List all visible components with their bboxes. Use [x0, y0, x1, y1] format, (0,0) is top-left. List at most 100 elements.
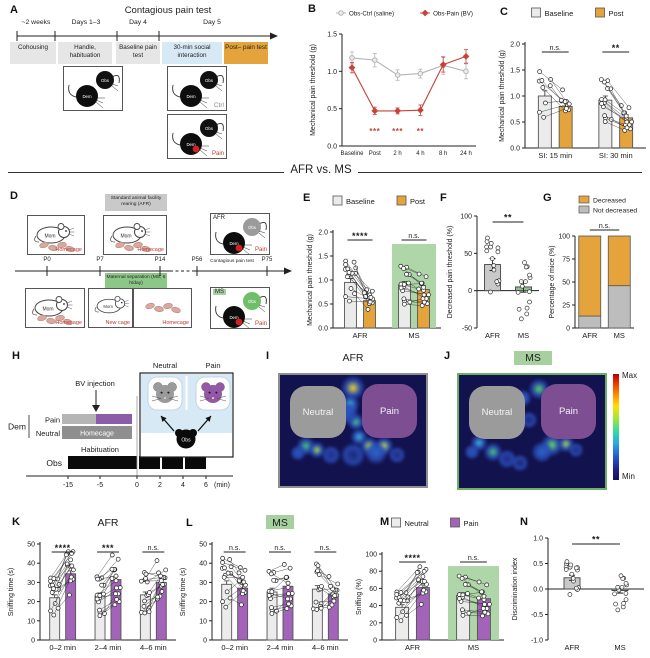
svg-text:Baseline: Baseline [340, 151, 364, 157]
panel-e-letter: E [303, 192, 311, 204]
svg-text:Pain: Pain [205, 361, 220, 370]
heat-blob [531, 440, 554, 463]
svg-text:10: 10 [199, 618, 207, 625]
homecage-label: Homecage [55, 320, 82, 326]
svg-text:24 h: 24 h [460, 151, 472, 157]
panel-l-letter: L [186, 517, 193, 529]
svg-text:n.s.: n.s. [599, 223, 610, 230]
svg-text:25: 25 [562, 303, 570, 310]
svg-text:0.5: 0.5 [318, 302, 328, 309]
panel-g-stacked-bar-chart: Decreased Not decreased 0 25 50 75 100Percenta… [549, 195, 637, 340]
svg-text:AFR: AFR [582, 331, 598, 340]
svg-text:Sniffing time (s): Sniffing time (s) [8, 568, 15, 617]
svg-text:0.0: 0.0 [318, 326, 328, 333]
stage-post-pain-test: Post– pain test [224, 42, 268, 64]
svg-text:75: 75 [562, 257, 570, 264]
divider-line-left [8, 172, 284, 173]
svg-text:Post: Post [369, 151, 381, 157]
svg-text:Mechanical pain threshold (g): Mechanical pain threshold (g) [499, 50, 506, 142]
panel-n-letter: N [520, 516, 528, 528]
homecage-label: Homecage [137, 247, 164, 253]
svg-text:100: 100 [558, 234, 570, 241]
svg-text:n.s.: n.s. [550, 45, 561, 52]
newcage-label: New cage [105, 320, 130, 326]
panel-k-letter: K [12, 516, 20, 528]
ctrl-label: Ctrl [213, 102, 224, 109]
pain-label: Pain [211, 151, 224, 157]
svg-text:0: 0 [468, 288, 472, 295]
svg-text:1.0: 1.0 [510, 94, 520, 101]
panel-b-line-chart: Obs-Ctrl (saline) Obs-Pain (BV) 0.0 0.5 1.0 1… [310, 9, 476, 157]
svg-text:Habituation: Habituation [81, 445, 119, 454]
svg-text:Discrimination index: Discrimination index [512, 557, 519, 620]
svg-text:80: 80 [369, 569, 377, 576]
svg-text:****: **** [404, 553, 420, 563]
svg-text:6: 6 [204, 482, 208, 489]
cage-afr-homecage-1: Homecage Mom [27, 215, 85, 255]
homecage-label: Homecage [55, 247, 82, 253]
svg-text:30: 30 [199, 580, 207, 587]
panel-a-timeline-axis [16, 31, 278, 41]
svg-text:1.0: 1.0 [318, 278, 328, 285]
svg-text:10: 10 [27, 618, 35, 625]
svg-text:-50: -50 [462, 326, 472, 333]
ms-method-box: Maternal separation (MS; 6 h/day) [105, 273, 167, 290]
svg-text:Obs: Obs [205, 126, 213, 131]
cage-ms-newcage: New cage Mom [88, 288, 133, 328]
svg-text:Neutral: Neutral [36, 429, 61, 438]
svg-text:50: 50 [199, 542, 207, 549]
period-days-1-3: Days 1–3 [71, 19, 101, 26]
ms-corner-label: MS [213, 289, 226, 295]
svg-text:n.s.: n.s. [468, 555, 479, 562]
svg-text:Obs-Ctrl (saline): Obs-Ctrl (saline) [349, 11, 394, 18]
svg-text:MS: MS [614, 643, 625, 652]
svg-text:2 h: 2 h [393, 151, 401, 157]
panel-e-paired-bar-chart: Baseline Post 0.0 0.5 1.0 1.5 2.0 Mechanical pa… [307, 195, 441, 340]
svg-text:Obs: Obs [205, 78, 213, 83]
panel-m-letter: M [380, 516, 390, 528]
divider-line-right [358, 172, 642, 173]
cage-pain-pair: Pain Obs Dem [167, 114, 227, 159]
panel-m-paired-bar-chart: Neutral Pain 0 20 40 60 80 100 Sniffing (%) **** A… [356, 517, 504, 652]
panel-c-paired-bar-chart: Baseline Post 0.0 0.5 1.0 1.5 2.0 Mechanical pa… [499, 7, 646, 160]
svg-text:Mechanical pain threshold (g): Mechanical pain threshold (g) [307, 234, 314, 326]
svg-text:****: **** [55, 543, 71, 553]
svg-text:Mechanical pain threshold (g): Mechanical pain threshold (g) [310, 44, 317, 136]
heat-blob [567, 441, 584, 458]
panel-f-scatter-bar-chart: -50 0 50 100 Decreased pain threshold (%) AFR… [447, 213, 539, 340]
svg-text:-0.5: -0.5 [531, 612, 543, 619]
svg-text:Obs: Obs [248, 225, 256, 230]
svg-text:Decreased: Decreased [593, 198, 626, 205]
tick-p14: P14 [154, 257, 166, 263]
svg-text:8 h: 8 h [439, 151, 447, 157]
tick-p75: P75 [261, 257, 273, 263]
svg-text:**: ** [612, 43, 620, 53]
svg-text:n.s.: n.s. [320, 545, 331, 552]
cage-ms-homecage-1: Homecage Mom [25, 288, 85, 328]
cage-afr-homecage-2: Homecage Mom [103, 215, 167, 255]
svg-text:MS: MS [614, 331, 625, 340]
stage-handle-habituation: Handle, habituation [58, 42, 112, 64]
svg-text:2.0: 2.0 [510, 42, 520, 49]
svg-text:1.5: 1.5 [510, 68, 520, 75]
period-cohousing-weeks: ~2 weeks [21, 19, 51, 26]
svg-text:Mom: Mom [103, 304, 113, 309]
svg-text:Sniffing time (s): Sniffing time (s) [180, 568, 187, 617]
panel-l-paired-bar-chart: MS 0 10 20 30 40 50 Sniffing time (s) n.s. 0–2 mi… [180, 515, 348, 652]
cage-habituation-pair: Obs Dem [63, 66, 123, 111]
svg-text:4: 4 [181, 482, 185, 489]
svg-text:SI: 30 min: SI: 30 min [599, 151, 633, 160]
svg-text:1.0: 1.0 [533, 536, 543, 543]
svg-text:Obs: Obs [46, 458, 62, 468]
svg-text:0.0: 0.0 [327, 144, 337, 151]
svg-text:100: 100 [460, 214, 472, 221]
colorbar-min-label: Min [622, 472, 635, 481]
heatmap-zone-neutral: Neutral [469, 386, 525, 440]
svg-text:40: 40 [27, 561, 35, 568]
svg-text:***: *** [102, 543, 114, 553]
stage-baseline-pain-test: Baseline pain test [116, 42, 160, 64]
svg-text:2–4 min: 2–4 min [95, 643, 122, 652]
svg-text:Mom: Mom [44, 234, 55, 240]
svg-text:Dem: Dem [186, 94, 195, 99]
svg-text:1.0: 1.0 [327, 69, 337, 76]
